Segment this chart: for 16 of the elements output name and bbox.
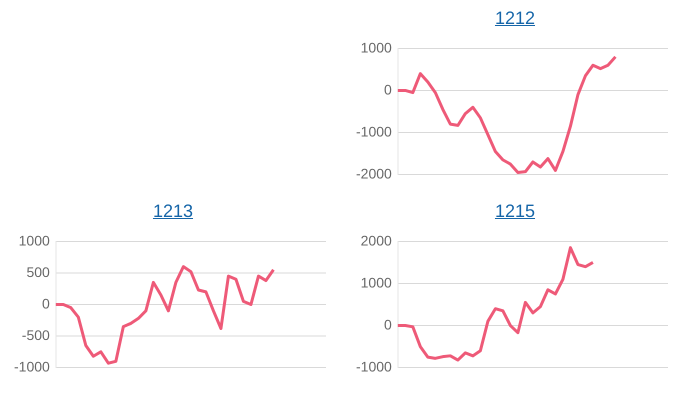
y-tick-label: -500 [22,326,50,343]
chart-title: 1212 [494,8,536,30]
y-tick-label: 0 [42,295,50,312]
y-tick-label: 0 [384,316,392,332]
y-tick-label: -1000 [356,123,392,140]
y-tick-label: 0 [384,81,392,98]
y-tick-label: 1000 [360,39,392,56]
y-tick-label: 2000 [360,232,392,248]
chart-title: 1213 [152,201,194,223]
y-tick-label: -1000 [14,358,50,374]
chart-title: 1215 [494,201,536,223]
y-tick-label: -1000 [356,358,392,374]
y-tick-label: 1000 [360,274,392,290]
y-tick-label: 1000 [18,232,50,248]
y-tick-label: -2000 [356,165,392,182]
y-tick-label: 500 [26,264,50,280]
